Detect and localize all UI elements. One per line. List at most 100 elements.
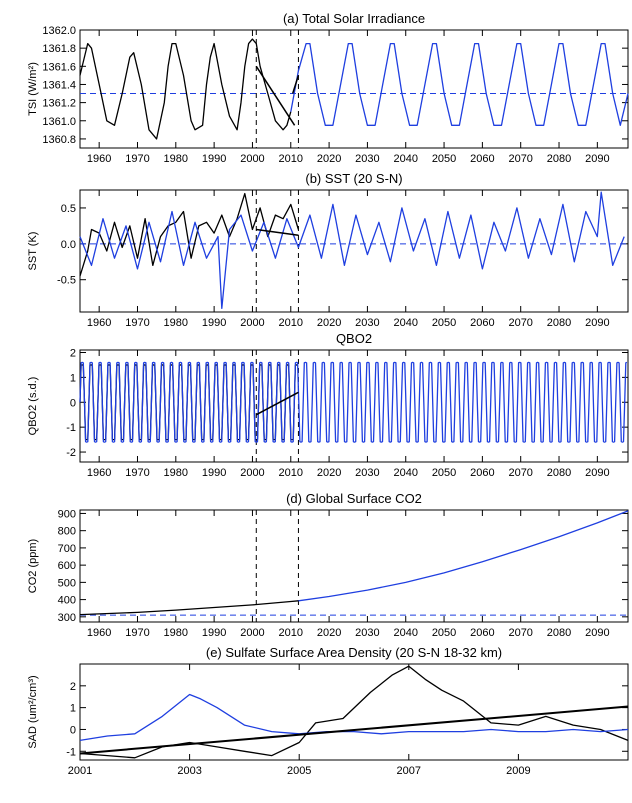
- sad-series-1-line: [79, 693, 629, 742]
- co2-xtick-label: 2030: [355, 627, 379, 639]
- qbo-ytick-label: 0: [70, 397, 76, 409]
- tsi-xtick-label: 2090: [585, 153, 609, 165]
- sst-xtick-label: 2070: [508, 317, 532, 329]
- co2-xtick-label: 2060: [470, 627, 494, 639]
- sst-title: (b) SST (20 S-N): [305, 171, 402, 186]
- co2-title: (d) Global Surface CO2: [286, 491, 422, 506]
- sst-xtick-label: 2010: [279, 317, 303, 329]
- co2-ytick-label: 900: [58, 508, 76, 520]
- qbo-xtick-label: 2030: [355, 467, 379, 479]
- co2-xtick-label: 1970: [125, 627, 149, 639]
- qbo-ytick-label: -2: [66, 447, 76, 459]
- tsi-xtick-label: 1970: [125, 153, 149, 165]
- qbo-title: QBO2: [336, 331, 372, 346]
- co2-ytick-label: 500: [58, 577, 76, 589]
- sst-xtick-label: 2000: [240, 317, 264, 329]
- tsi-ytick-label: 1362.0: [42, 25, 76, 37]
- sst-xtick-label: 1960: [87, 317, 111, 329]
- tsi-xtick-label: 1980: [164, 153, 188, 165]
- co2-xtick-label: 2050: [432, 627, 456, 639]
- sst-xtick-label: 1970: [125, 317, 149, 329]
- sad-xtick-label: 2009: [506, 765, 530, 777]
- sst-trend-line: [256, 228, 299, 236]
- qbo-ytick-label: 1: [70, 372, 76, 384]
- sad-ytick-label: 1: [70, 703, 76, 715]
- qbo-xtick-label: 2050: [432, 467, 456, 479]
- co2-xtick-label: 2070: [508, 627, 532, 639]
- sad-title: (e) Sulfate Surface Area Density (20 S-N…: [206, 645, 502, 660]
- tsi-trend-line: [255, 65, 296, 126]
- sst-xtick-label: 2020: [317, 317, 341, 329]
- tsi-xtick-label: 2070: [508, 153, 532, 165]
- qbo-series-1-line: [79, 361, 628, 443]
- co2-xtick-label: 1990: [202, 627, 226, 639]
- co2-ytick-label: 800: [58, 526, 76, 538]
- sst-xtick-label: 2030: [355, 317, 379, 329]
- qbo-xtick-label: 1970: [125, 467, 149, 479]
- tsi-series-1-line: [290, 42, 629, 126]
- tsi-ytick-label: 1361.8: [42, 43, 76, 55]
- sad-ytick-label: -1: [66, 746, 76, 758]
- sad-axes-frame: [79, 663, 629, 761]
- tsi-xtick-label: 2020: [317, 153, 341, 165]
- co2-axes-frame: [79, 509, 629, 623]
- co2-xtick-label: 2010: [279, 627, 303, 639]
- qbo-axes-frame: [79, 349, 629, 463]
- sad-xtick-label: 2005: [287, 765, 311, 777]
- tsi-ytick-label: 1361.0: [42, 116, 76, 128]
- sad-ytick-label: 0: [70, 724, 76, 736]
- sst-xtick-label: 1990: [202, 317, 226, 329]
- sst-series-0-line: [79, 192, 300, 277]
- qbo-xtick-label: 2040: [393, 467, 417, 479]
- sst-xtick-label: 2040: [393, 317, 417, 329]
- tsi-trend2-line: [291, 75, 300, 94]
- tsi-xtick-label: 2030: [355, 153, 379, 165]
- co2-xtick-label: 2080: [547, 627, 571, 639]
- qbo-xtick-label: 2090: [585, 467, 609, 479]
- sad-series-0-line: [79, 665, 629, 759]
- co2-xtick-label: 2040: [393, 627, 417, 639]
- tsi-xtick-label: 1960: [87, 153, 111, 165]
- tsi-xtick-label: 2050: [432, 153, 456, 165]
- sst-xtick-label: 1980: [164, 317, 188, 329]
- sad-ytick-label: 2: [70, 681, 76, 693]
- co2-ytick-label: 600: [58, 560, 76, 572]
- tsi-xtick-label: 2010: [279, 153, 303, 165]
- co2-xtick-label: 2020: [317, 627, 341, 639]
- sad-xtick-label: 2003: [177, 765, 201, 777]
- qbo-xtick-label: 2070: [508, 467, 532, 479]
- co2-xtick-label: 2000: [240, 627, 264, 639]
- qbo-xtick-label: 1990: [202, 467, 226, 479]
- sst-xtick-label: 2050: [432, 317, 456, 329]
- sst-xtick-label: 2080: [547, 317, 571, 329]
- qbo-xtick-label: 2020: [317, 467, 341, 479]
- tsi-series-0-line: [79, 38, 292, 140]
- qbo-xtick-label: 2080: [547, 467, 571, 479]
- co2-ytick-label: 400: [58, 595, 76, 607]
- qbo-xtick-label: 2000: [240, 467, 264, 479]
- sst-xtick-label: 2090: [585, 317, 609, 329]
- sst-ytick-label: 0.0: [61, 239, 76, 251]
- tsi-xtick-label: 2060: [470, 153, 494, 165]
- qbo-xtick-label: 2060: [470, 467, 494, 479]
- qbo-xtick-label: 1980: [164, 467, 188, 479]
- sst-axes-frame: [79, 189, 629, 313]
- co2-xtick-label: 2090: [585, 627, 609, 639]
- qbo-trend-line: [255, 391, 299, 416]
- qbo-xtick-label: 2010: [279, 467, 303, 479]
- tsi-title: (a) Total Solar Irradiance: [283, 11, 425, 26]
- tsi-ytick-label: 1361.6: [42, 61, 76, 73]
- co2-ylabel: CO2 (ppm): [27, 539, 39, 593]
- co2-series-0-line: [79, 600, 299, 616]
- tsi-ytick-label: 1361.4: [42, 79, 76, 91]
- co2-xtick-label: 1980: [164, 627, 188, 639]
- tsi-xtick-label: 2040: [393, 153, 417, 165]
- tsi-xtick-label: 2080: [547, 153, 571, 165]
- sad-xtick-label: 2001: [68, 765, 92, 777]
- sad-ylabel: SAD (um²/cm³): [27, 675, 39, 748]
- tsi-ytick-label: 1360.8: [42, 134, 76, 146]
- qbo-xtick-label: 1960: [87, 467, 111, 479]
- sst-ytick-label: 0.5: [61, 203, 76, 215]
- co2-ytick-label: 700: [58, 543, 76, 555]
